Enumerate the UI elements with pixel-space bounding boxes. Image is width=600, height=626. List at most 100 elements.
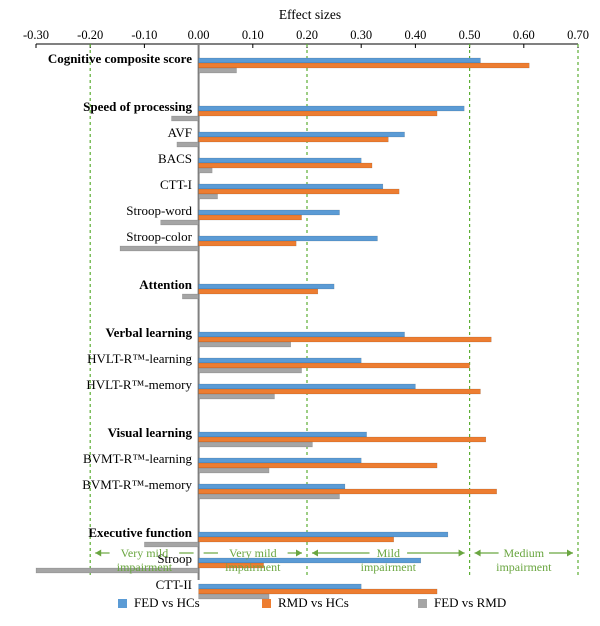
bar bbox=[198, 131, 405, 138]
legend: FED vs HCs RMD vs HCs FED vs RMD bbox=[118, 595, 506, 610]
zone-label: impairment bbox=[225, 560, 281, 574]
arrow-head bbox=[458, 549, 465, 557]
zone-label: Very mild bbox=[121, 546, 169, 560]
bar bbox=[198, 136, 389, 143]
bar bbox=[198, 209, 340, 216]
bar bbox=[35, 567, 199, 574]
category-label: Cognitive composite score bbox=[48, 51, 192, 66]
bars-group bbox=[35, 57, 530, 600]
bar bbox=[198, 441, 313, 448]
arrow-head bbox=[567, 549, 573, 557]
bar bbox=[160, 219, 199, 226]
category-label: BVMT-R™-memory bbox=[82, 477, 192, 492]
bar bbox=[198, 457, 362, 464]
bar bbox=[198, 388, 481, 395]
zone-label: impairment bbox=[117, 560, 173, 574]
bar bbox=[198, 593, 270, 600]
x-tick-label: -0.30 bbox=[23, 28, 49, 42]
bar bbox=[198, 193, 218, 200]
legend-swatch bbox=[262, 599, 271, 608]
bar bbox=[176, 141, 199, 148]
bar bbox=[198, 110, 438, 117]
bar bbox=[198, 431, 367, 438]
arrow-head bbox=[474, 549, 481, 557]
bar bbox=[198, 557, 422, 564]
category-label: Stroop-word bbox=[126, 203, 192, 218]
arrow-head bbox=[312, 549, 318, 557]
bar bbox=[198, 331, 405, 338]
x-tick-label: 0.20 bbox=[296, 28, 318, 42]
zone-label: impairment bbox=[496, 560, 552, 574]
bar bbox=[198, 341, 291, 348]
zone-label: impairment bbox=[361, 560, 417, 574]
bar bbox=[198, 188, 400, 195]
zone-label: Medium bbox=[503, 546, 544, 560]
category-label: CTT-II bbox=[156, 577, 192, 592]
x-tick-label: 0.50 bbox=[459, 28, 481, 42]
legend-label: FED vs HCs bbox=[134, 595, 200, 610]
bar bbox=[198, 67, 237, 74]
category-label: HVLT-R™-memory bbox=[86, 377, 192, 392]
bar bbox=[198, 493, 340, 500]
x-tick-label: 0.60 bbox=[513, 28, 535, 42]
category-label: CTT-I bbox=[160, 177, 192, 192]
bar bbox=[198, 62, 530, 69]
x-tick-label: 0.10 bbox=[242, 28, 264, 42]
category-label: Verbal learning bbox=[105, 325, 192, 340]
bar bbox=[198, 562, 264, 569]
category-labels: Cognitive composite score Speed of proces… bbox=[48, 51, 193, 592]
bar bbox=[198, 436, 487, 443]
x-tick-label: -0.10 bbox=[131, 28, 157, 42]
bar bbox=[198, 214, 302, 221]
category-label: BVMT-R™-learning bbox=[83, 451, 193, 466]
bar bbox=[198, 105, 465, 112]
bar bbox=[198, 467, 270, 474]
legend-swatch bbox=[118, 599, 127, 608]
x-tick-label: 0.00 bbox=[188, 28, 210, 42]
x-axis-ticks: -0.30 -0.20 -0.10 0.00 0.10 0.20 0.30 0.40 0.50 0… bbox=[23, 28, 589, 48]
zone-label: Very mild bbox=[229, 546, 277, 560]
category-label: Executive function bbox=[88, 525, 192, 540]
bar bbox=[198, 483, 346, 490]
category-label: Stroop-color bbox=[126, 229, 192, 244]
category-label: BACS bbox=[158, 151, 192, 166]
x-tick-label: 0.40 bbox=[404, 28, 426, 42]
category-label: Stroop bbox=[157, 551, 192, 566]
x-tick-label: -0.20 bbox=[77, 28, 103, 42]
bar bbox=[198, 167, 213, 174]
zone-label: Mild bbox=[377, 546, 400, 560]
bar bbox=[198, 462, 438, 469]
bar bbox=[198, 531, 449, 538]
bar bbox=[119, 245, 199, 252]
bar bbox=[198, 183, 384, 190]
category-label: Speed of processing bbox=[83, 99, 192, 114]
bar bbox=[198, 383, 416, 390]
bar bbox=[198, 488, 497, 495]
x-tick-label: 0.70 bbox=[567, 28, 589, 42]
threshold-lines bbox=[89, 44, 579, 580]
bar bbox=[198, 357, 362, 364]
legend-swatch bbox=[418, 599, 427, 608]
bar bbox=[198, 288, 319, 295]
bar bbox=[198, 235, 378, 242]
bar bbox=[198, 157, 362, 164]
bar bbox=[198, 367, 302, 374]
chart-title: Effect sizes bbox=[279, 7, 341, 22]
bar bbox=[198, 536, 394, 543]
category-label: Visual learning bbox=[108, 425, 193, 440]
legend-label: RMD vs HCs bbox=[278, 595, 349, 610]
bar bbox=[198, 336, 492, 343]
bar bbox=[198, 588, 438, 595]
category-label: Attention bbox=[139, 277, 192, 292]
x-tick-label: 0.30 bbox=[350, 28, 372, 42]
bar bbox=[198, 393, 275, 400]
bar bbox=[198, 283, 335, 290]
bar bbox=[198, 362, 470, 369]
bar bbox=[198, 162, 373, 169]
bar bbox=[171, 115, 199, 122]
bar bbox=[198, 583, 362, 590]
category-label: HVLT-R™-learning bbox=[87, 351, 192, 366]
bar bbox=[144, 541, 199, 548]
